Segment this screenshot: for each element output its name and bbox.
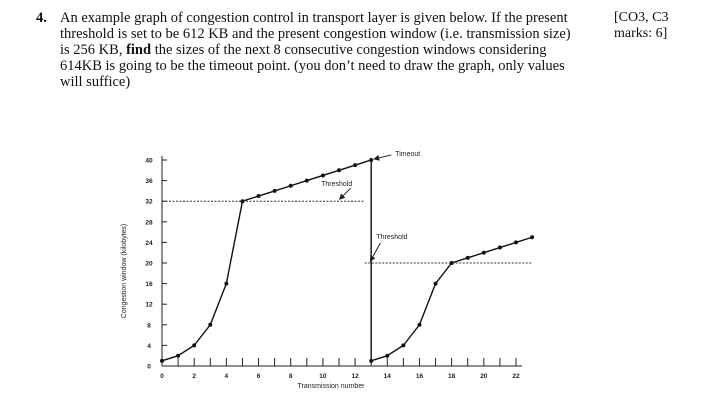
y-tick-label: 4 [147, 343, 151, 350]
y-tick-label: 32 [145, 199, 153, 206]
data-point [369, 158, 374, 162]
data-point [514, 240, 518, 245]
y-tick-label: 36 [145, 178, 153, 185]
data-point [176, 353, 181, 358]
data-point [530, 235, 535, 240]
x-tick-label: 6 [257, 373, 261, 380]
x-tick-label: 16 [416, 373, 424, 380]
y-axis-label: Congestion window (kilobytes) [121, 224, 128, 319]
timeout-label: Timeout [395, 151, 420, 158]
data-point [192, 343, 197, 348]
timeout-arrow [373, 154, 392, 161]
threshold-arrow-1 [338, 187, 352, 200]
x-tick-label: 22 [512, 373, 520, 380]
data-point [353, 163, 358, 168]
question-keyword-find: find [126, 42, 152, 58]
data-point [208, 322, 213, 327]
threshold-label-1: Threshold [321, 181, 352, 188]
threshold-label-2: Threshold [376, 234, 407, 241]
data-point [224, 281, 229, 286]
threshold-arrow-2 [369, 242, 381, 262]
congestion-window-line [161, 159, 533, 362]
marks-line-1: [CO3, C3 [614, 10, 669, 25]
data-point [481, 250, 486, 255]
y-tick-label: 8 [147, 322, 151, 329]
data-point [256, 194, 261, 199]
x-tick-label: 2 [192, 373, 196, 380]
data-point [449, 261, 454, 265]
x-tick-label: 8 [289, 373, 293, 380]
x-tick-label: 0 [160, 373, 164, 380]
marks-line-2: marks: 6] [614, 26, 668, 41]
y-tick-label: 16 [145, 281, 153, 288]
question-text: An example graph of congestion control i… [60, 10, 600, 90]
y-tick-label: 40 [145, 158, 153, 165]
y-tick-label: 24 [145, 240, 153, 247]
marks-label: [CO3, C3 marks: 6] [614, 10, 668, 42]
question-line-5: will suffice) [60, 74, 131, 90]
question-line-2: threshold is set to be 612 KB and the pr… [60, 26, 571, 42]
x-tick-label: 18 [448, 373, 456, 380]
data-point [497, 245, 502, 250]
data-point [401, 343, 406, 348]
y-tick-label: 12 [145, 302, 153, 309]
data-point [385, 353, 390, 358]
data-point [369, 358, 374, 363]
x-tick-label: 10 [319, 373, 327, 380]
question-line-3a: is 256 KB, [60, 42, 127, 58]
data-point [160, 358, 164, 363]
data-point [288, 183, 293, 188]
y-tick-label: 28 [145, 219, 153, 226]
data-point [320, 173, 325, 178]
x-tick-label: 12 [351, 373, 359, 380]
data-point [272, 188, 277, 193]
x-tick-label: 14 [384, 373, 392, 380]
data-point [465, 255, 470, 260]
y-tick-label: 20 [145, 261, 153, 268]
x-tick-label: 4 [225, 373, 229, 380]
data-point [433, 281, 438, 286]
question-line-3b: the sizes of the next 8 consecutive cong… [151, 42, 547, 58]
question-line-4: 614KB is going to be the timeout point. … [60, 58, 565, 74]
question-line-1: An example graph of congestion control i… [60, 10, 568, 26]
data-point [337, 168, 341, 173]
y-tick-label: 0 [147, 364, 151, 371]
data-point [417, 322, 422, 327]
question-line-3: is 256 KB, find the sizes of the next 8 … [60, 42, 600, 58]
x-axis-label: Transmission number [297, 383, 365, 390]
data-point [240, 199, 245, 204]
data-point [304, 178, 309, 183]
question-number: 4. [36, 10, 47, 26]
x-tick-label: 20 [480, 373, 488, 380]
